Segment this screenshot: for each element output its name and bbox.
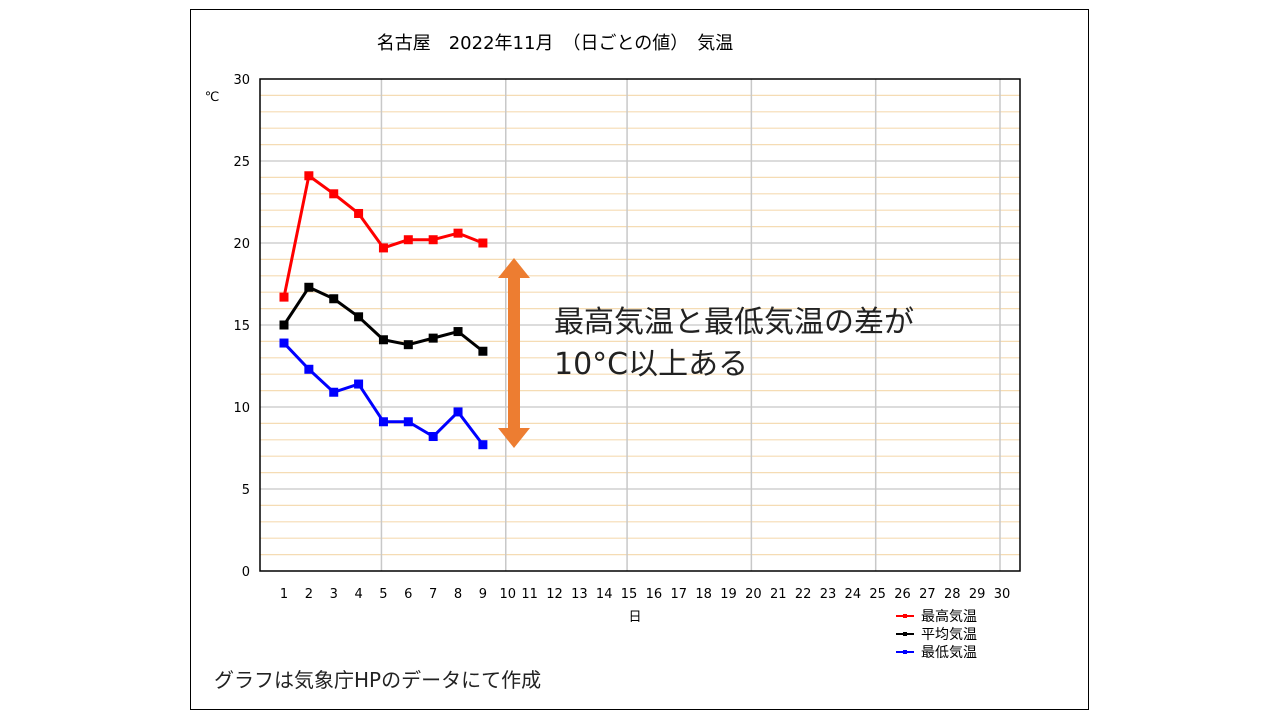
x-tick-label: 27 bbox=[919, 587, 936, 602]
data-point bbox=[378, 243, 388, 253]
x-tick-label: 20 bbox=[745, 587, 762, 602]
legend-marker bbox=[903, 632, 907, 636]
legend-label: 最低気温 bbox=[921, 645, 977, 661]
legend-marker bbox=[903, 614, 907, 618]
arrow-head-top bbox=[498, 258, 530, 278]
y-tick-label: 25 bbox=[233, 155, 250, 170]
data-point bbox=[279, 292, 289, 302]
x-tick-label: 4 bbox=[354, 587, 362, 602]
x-tick-label: 6 bbox=[404, 587, 412, 602]
data-point bbox=[304, 364, 314, 374]
x-tick-label: 28 bbox=[944, 587, 961, 602]
legend-label: 平均気温 bbox=[921, 627, 977, 643]
x-tick-label: 10 bbox=[499, 587, 516, 602]
x-tick-label: 19 bbox=[720, 587, 737, 602]
x-tick-label: 1 bbox=[280, 587, 288, 602]
data-point bbox=[403, 417, 413, 427]
grid bbox=[260, 79, 1020, 571]
y-tick-label: 5 bbox=[242, 483, 250, 498]
arrow-shaft bbox=[508, 276, 520, 430]
x-tick-label: 30 bbox=[994, 587, 1011, 602]
data-point bbox=[304, 171, 314, 181]
data-point bbox=[403, 235, 413, 245]
x-tick-label: 3 bbox=[330, 587, 338, 602]
x-tick-label: 21 bbox=[770, 587, 787, 602]
data-point bbox=[478, 440, 488, 450]
annotation-line-2: 10°C以上ある bbox=[554, 347, 749, 382]
difference-annotation: 最高気温と最低気温の差が 10°C以上ある bbox=[554, 302, 914, 386]
data-point bbox=[478, 238, 488, 248]
x-tick-label: 7 bbox=[429, 587, 437, 602]
source-note: グラフは気象庁HPのデータにて作成 bbox=[214, 668, 542, 692]
x-tick-label: 8 bbox=[454, 587, 462, 602]
data-point bbox=[378, 335, 388, 345]
data-point bbox=[478, 346, 488, 356]
data-point bbox=[279, 320, 289, 330]
data-point bbox=[428, 235, 438, 245]
x-tick-label: 2 bbox=[305, 587, 313, 602]
annotation-line-1: 最高気温と最低気温の差が bbox=[554, 305, 914, 340]
x-tick-label: 13 bbox=[571, 587, 588, 602]
x-tick-label: 22 bbox=[795, 587, 812, 602]
data-point bbox=[428, 432, 438, 442]
plot-border bbox=[259, 78, 1021, 572]
x-tick-label: 24 bbox=[845, 587, 862, 602]
x-tick-label: 14 bbox=[596, 587, 613, 602]
x-tick-label: 25 bbox=[869, 587, 886, 602]
x-tick-label: 16 bbox=[646, 587, 663, 602]
x-tick-label: 29 bbox=[969, 587, 986, 602]
data-point bbox=[428, 333, 438, 343]
x-tick-label: 26 bbox=[894, 587, 911, 602]
x-axis-label: 日 bbox=[628, 610, 641, 625]
y-tick-label: 15 bbox=[233, 319, 250, 334]
data-point bbox=[354, 208, 364, 218]
x-tick-label: 11 bbox=[521, 587, 538, 602]
y-tick-label: 20 bbox=[233, 237, 250, 252]
data-point bbox=[453, 327, 463, 337]
data-point bbox=[329, 387, 339, 397]
x-tick-label: 9 bbox=[479, 587, 487, 602]
y-tick-label: 30 bbox=[233, 73, 250, 88]
data-point bbox=[453, 228, 463, 238]
arrow-head-bottom bbox=[498, 428, 530, 448]
x-tick-label: 15 bbox=[621, 587, 638, 602]
data-point bbox=[304, 282, 314, 292]
legend-label: 最高気温 bbox=[921, 608, 977, 625]
chart-title: 名古屋 2022年11月 （日ごとの値） 気温 bbox=[377, 33, 734, 54]
data-point bbox=[329, 189, 339, 199]
data-point bbox=[329, 294, 339, 304]
legend-marker bbox=[903, 650, 907, 654]
x-tick-label: 12 bbox=[546, 587, 563, 602]
range-arrow bbox=[498, 258, 530, 448]
data-point bbox=[279, 338, 289, 348]
y-axis-unit: ℃ bbox=[205, 90, 220, 105]
x-tick-label: 23 bbox=[820, 587, 837, 602]
series-lines bbox=[279, 171, 488, 450]
y-tick-label: 10 bbox=[233, 401, 250, 416]
data-point bbox=[354, 379, 364, 389]
x-tick-label: 17 bbox=[671, 587, 688, 602]
data-point bbox=[378, 417, 388, 427]
data-point bbox=[403, 340, 413, 350]
x-tick-label: 18 bbox=[695, 587, 712, 602]
data-point bbox=[453, 407, 463, 417]
y-tick-label: 0 bbox=[242, 565, 250, 580]
data-point bbox=[354, 312, 364, 322]
x-tick-label: 5 bbox=[379, 587, 387, 602]
